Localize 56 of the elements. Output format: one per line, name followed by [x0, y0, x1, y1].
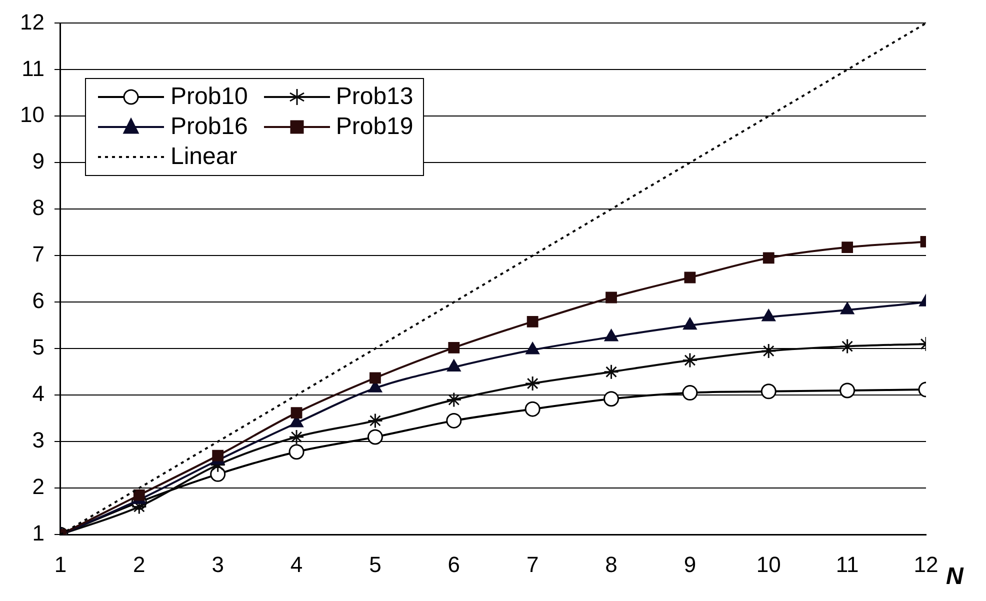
- y-tick-label: 2: [32, 474, 44, 500]
- point: [682, 352, 698, 368]
- point: [526, 316, 538, 328]
- point: [840, 338, 856, 354]
- point: [606, 292, 617, 304]
- point: [133, 489, 145, 501]
- point: [684, 272, 696, 284]
- y-tick-label: 10: [20, 102, 44, 128]
- point: [524, 401, 540, 417]
- point: [604, 364, 620, 380]
- y-tick-label: 9: [32, 148, 44, 174]
- x-tick-label: 7: [526, 552, 539, 577]
- y-tick-label: 1: [32, 520, 44, 546]
- x-tick-label: 1: [54, 552, 67, 577]
- y-tick-label: 3: [32, 428, 44, 453]
- y-tick-label: 7: [32, 242, 44, 267]
- x-tick-label: 10: [756, 552, 781, 577]
- x-tick-label: 9: [684, 552, 696, 577]
- legend-label: Prob13: [336, 83, 414, 112]
- x-tick-label: 3: [212, 552, 224, 577]
- legend-label: Prob10: [170, 83, 248, 112]
- y-tick-label: 6: [32, 288, 44, 314]
- point: [367, 429, 383, 445]
- point: [762, 252, 774, 264]
- point: [370, 372, 381, 384]
- point: [840, 382, 856, 398]
- point: [524, 376, 540, 392]
- x-tick-label: 12: [914, 552, 938, 577]
- point: [760, 343, 776, 359]
- point: [446, 392, 462, 408]
- y-tick-label: 4: [32, 381, 44, 406]
- point: [367, 412, 383, 428]
- x-tick-label: 2: [133, 552, 146, 577]
- legend-label: Prob16: [170, 113, 248, 142]
- y-tick-label: 5: [32, 334, 44, 360]
- point: [604, 391, 620, 407]
- y-tick-label: 12: [20, 9, 44, 34]
- point: [288, 429, 304, 445]
- y-tick-label: 11: [22, 56, 44, 81]
- x-tick-label: 8: [605, 552, 618, 577]
- x-tick-label: 5: [369, 552, 382, 577]
- point: [682, 385, 698, 401]
- legend-label: Prob19: [336, 113, 414, 142]
- point: [290, 407, 302, 418]
- x-tick-label: 6: [448, 552, 460, 577]
- point: [446, 412, 462, 428]
- y-tick-label: 8: [32, 195, 44, 220]
- point: [760, 384, 776, 400]
- point: [842, 242, 854, 253]
- x-tick-label: 4: [290, 552, 303, 577]
- legend-label: Linear: [170, 143, 238, 172]
- point: [448, 342, 460, 354]
- x-tick-label: 11: [836, 552, 859, 577]
- point: [212, 450, 224, 462]
- x-axis-title: N: [946, 563, 964, 590]
- point: [288, 444, 304, 460]
